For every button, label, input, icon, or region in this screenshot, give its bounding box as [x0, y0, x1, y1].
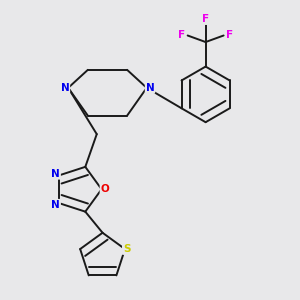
Text: F: F: [202, 14, 209, 24]
Text: N: N: [146, 83, 154, 93]
Text: S: S: [123, 244, 130, 254]
Text: F: F: [178, 31, 185, 40]
Text: N: N: [51, 200, 60, 210]
Text: F: F: [226, 31, 233, 40]
Text: O: O: [100, 184, 109, 194]
Text: N: N: [51, 169, 60, 179]
Text: N: N: [61, 83, 69, 93]
